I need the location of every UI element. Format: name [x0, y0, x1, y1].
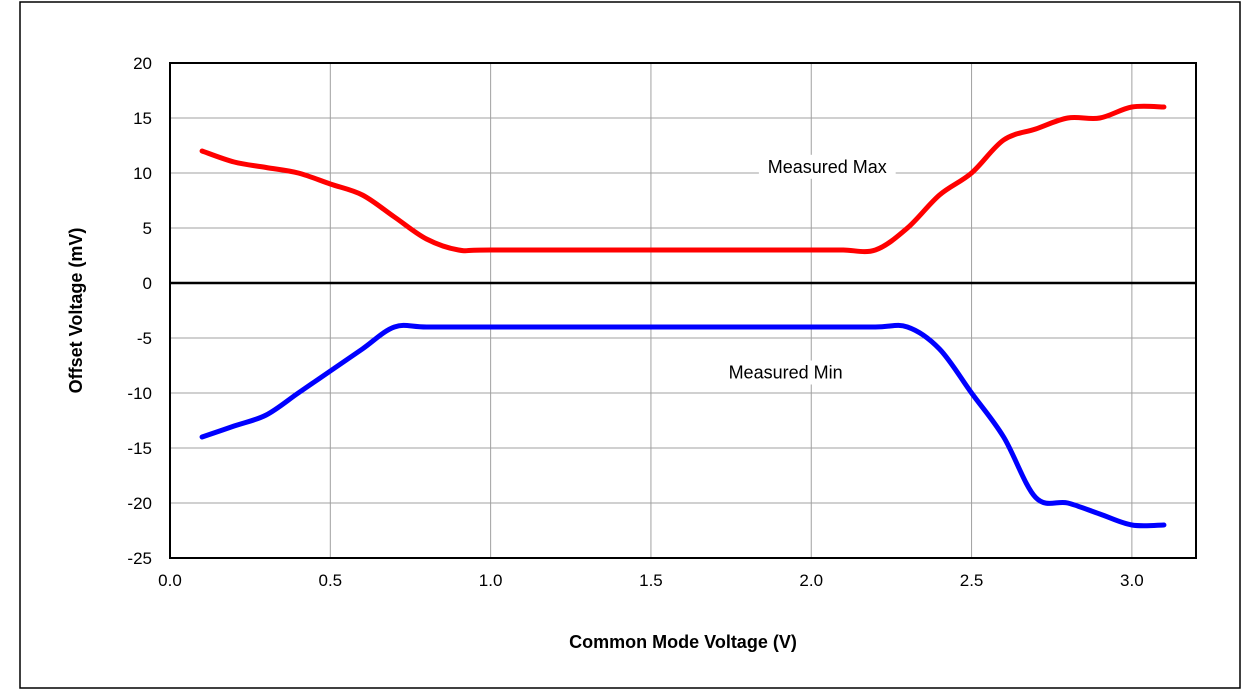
y-tick-label: 10 — [133, 164, 152, 183]
y-tick-label: -15 — [127, 439, 152, 458]
series-line-measured-min — [199, 322, 1167, 529]
series-layer — [199, 103, 1167, 529]
x-tick-label: 0.5 — [318, 571, 342, 590]
y-axis-title: Offset Voltage (mV) — [66, 228, 86, 394]
y-tick-label: -10 — [127, 384, 152, 403]
x-tick-label: 1.5 — [639, 571, 663, 590]
x-tick-label: 3.0 — [1120, 571, 1144, 590]
x-tick-label: 2.0 — [799, 571, 823, 590]
y-tick-label: 5 — [143, 219, 152, 238]
figure-border — [19, 1, 1241, 689]
x-tick-labels: 0.0 0.5 1.0 1.5 2.0 2.5 3.0 — [158, 571, 1144, 590]
y-tick-label: 15 — [133, 109, 152, 128]
series-line-measured-max — [199, 103, 1167, 255]
y-tick-label: -25 — [127, 549, 152, 568]
annotation-background — [758, 154, 896, 179]
x-tick-label: 2.5 — [960, 571, 984, 590]
annotation-label: Measured Max — [768, 157, 887, 177]
y-tick-label: 0 — [143, 274, 152, 293]
y-tick-label: -5 — [137, 329, 152, 348]
x-tick-label: 0.0 — [158, 571, 182, 590]
annotation-label: Measured Min — [729, 363, 843, 383]
plot-area — [169, 62, 1197, 559]
annotations: Measured Max Measured Min — [717, 154, 896, 385]
y-tick-labels: 20 15 10 5 0 -5 -10 -15 -20 -25 — [127, 54, 152, 568]
annotation-background — [717, 360, 854, 385]
y-tick-label: -20 — [127, 494, 152, 513]
x-axis-title: Common Mode Voltage (V) — [569, 632, 797, 652]
y-tick-label: 20 — [133, 54, 152, 73]
x-tick-label: 1.0 — [479, 571, 503, 590]
